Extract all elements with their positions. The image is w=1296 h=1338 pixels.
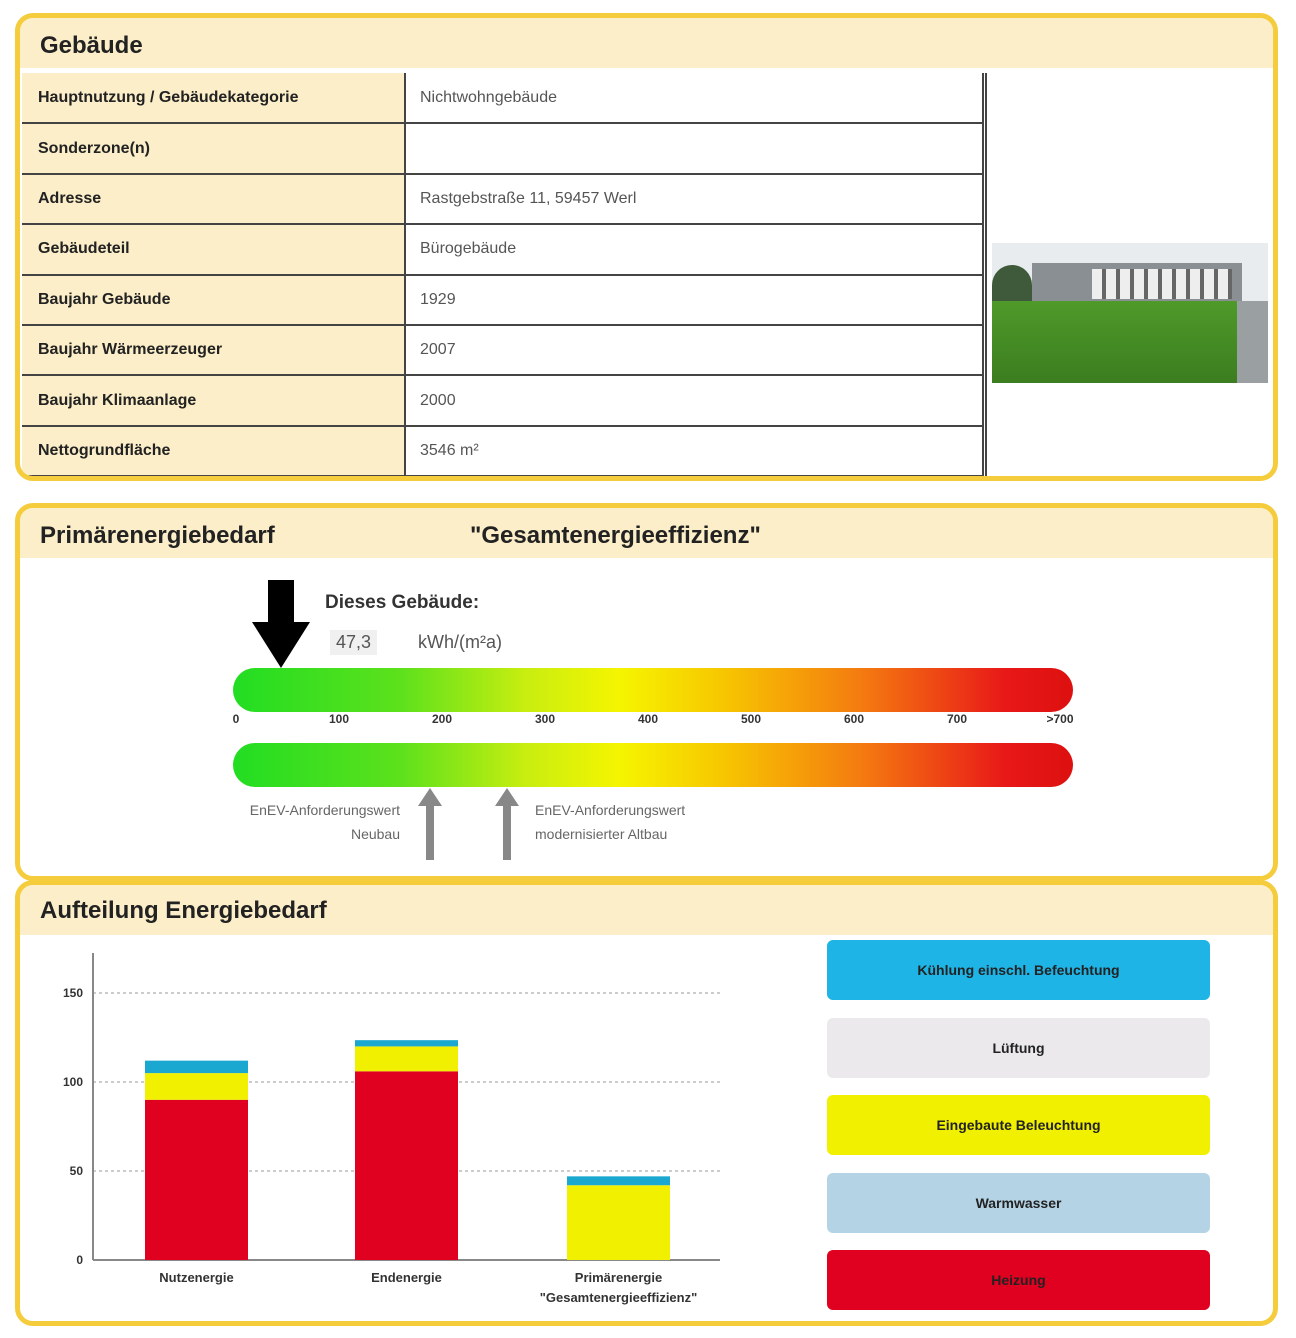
legend-item: Warmwasser [827,1172,1210,1233]
x-tick-label: "Gesamtenergieeffizienz" [540,1290,698,1305]
scale-bar-top [233,668,1073,712]
row-value: 2007 [405,324,984,377]
legend-item: Lüftung [827,1017,1210,1078]
energy-bar-chart: 050100150NutzenergieNutzenergieEndenergi… [63,953,720,1305]
x-tick-label: Nutzenergie [159,1270,233,1285]
legend-item: Heizung [827,1250,1210,1310]
y-tick-label: 150 [63,986,83,1000]
aufteilung-panel: Aufteilung Energiebedarf 0 50 100 150 Nutzen… [15,880,1278,1326]
neubau-note-line1: EnEV-Anforderungswert [249,802,400,818]
gebaeude-panel: Gebäude Hauptnutzung / Gebäudekategorie N… [15,13,1278,481]
row-label: Baujahr Wärmeerzeuger [22,324,406,377]
bar-segment-kühlung-einschl-befeuchtung [145,1060,248,1074]
gesamtenergieeffizienz-title: "Gesamtenergieeffizienz" [470,522,761,549]
bar-segment-eingebaute-beleuchtung [355,1046,458,1072]
row-label: Sonderzone(n) [22,123,406,175]
primaerenergie-panel: Primärenergiebedarf "Gesamtenergieeffizi… [15,503,1278,881]
scale-tick: 500 [740,712,762,726]
photo-column-border [985,73,987,476]
scale-tick: 200 [431,712,453,726]
scale-bar-bottom [233,743,1073,787]
row-label: Baujahr Gebäude [22,274,406,326]
aufteilung-title: Aufteilung Energiebedarf [20,885,1273,935]
y-tick-label: 0 [76,1253,83,1267]
primaerenergie-title: Primärenergiebedarf [40,522,275,549]
y-tick-label: 50 [70,1164,84,1178]
legend-label: Kühlung einschl. Befeuchtung [917,962,1120,978]
gebaeude-table: Hauptnutzung / Gebäudekategorie Nichtwohn… [22,73,984,476]
row-value: Bürogebäude [405,224,984,276]
table-row: Nettogrundfläche 3546 m² [22,425,984,476]
this-building-value: 47,3 [330,630,378,655]
bar-segment-eingebaute-beleuchtung [145,1073,248,1100]
altbau-note-line1: EnEV-Anforderungswert [535,802,686,818]
legend-label: Lüftung [992,1039,1045,1056]
row-value: 1929 [405,274,984,326]
altbau-note-line2: modernisierter Altbau [535,826,668,842]
neubau-arrow-icon [418,788,442,860]
this-building-arrow-icon [252,580,310,668]
row-label: Hauptnutzung / Gebäudekategorie [22,73,406,125]
row-label: Nettogrundfläche [22,425,406,476]
bar-segment-heizung [355,1071,458,1260]
row-value [405,123,984,175]
row-label: Baujahr Klimaanlage [22,375,406,427]
gebaeude-title: Gebäude [20,18,1273,68]
table-row: Adresse Rastgebstraße 11, 59457 Werl [22,173,984,226]
table-row: Hauptnutzung / Gebäudekategorie Nichtwohn… [22,73,984,125]
bar-segment-kühlung-einschl-befeuchtung [567,1176,670,1186]
row-value: 3546 m² [405,425,984,476]
table-row: Gebäudeteil Bürogebäude [22,224,984,276]
x-tick-label: Primärenergie [575,1270,662,1285]
this-building-unit: kWh/(m²a) [418,632,502,652]
building-photo [992,243,1268,383]
altbau-note: EnEV-Anforderungswert modernisierter Alt… [535,798,775,846]
legend-label: Eingebaute Beleuchtung [936,1117,1101,1133]
scale-tick: 0 [232,712,240,726]
table-row: Sonderzone(n) [22,123,984,175]
bar-segment-eingebaute-beleuchtung [567,1185,670,1260]
this-building-label: Dieses Gebäude: [325,592,480,613]
row-label: Adresse [22,173,406,226]
legend-label: Warmwasser [975,1194,1062,1211]
neubau-note: EnEV-Anforderungswert Neubau [210,798,400,846]
row-value: Rastgebstraße 11, 59457 Werl [405,173,984,226]
neubau-note-line2: Neubau [350,826,400,842]
bar-segment-heizung [145,1099,248,1260]
altbau-arrow-icon [495,788,519,860]
legend-item: Eingebaute Beleuchtung [827,1095,1210,1155]
row-value: 2000 [405,375,984,427]
scale-tick: 400 [637,712,659,726]
scale-tick: 300 [534,712,556,726]
legend-label: Heizung [991,1272,1046,1288]
table-row: Baujahr Klimaanlage 2000 [22,375,984,427]
table-row: Baujahr Gebäude 1929 [22,274,984,326]
row-value: Nichtwohngebäude [405,73,984,125]
bar-segment-kühlung-einschl-befeuchtung [355,1040,458,1047]
y-tick-label: 100 [63,1075,83,1089]
scale-tick: 700 [946,712,968,726]
scale-tick: 100 [328,712,350,726]
row-label: Gebäudeteil [22,224,406,276]
scale-tick: 600 [843,712,865,726]
primaerenergie-header: Primärenergiebedarf "Gesamtenergieeffizi… [20,508,1273,558]
legend-item: Kühlung einschl. Befeuchtung [827,940,1210,1000]
table-row: Baujahr Wärmeerzeuger 2007 [22,324,984,377]
scale-tick: >700 [1046,712,1074,726]
x-tick-label: Endenergie [371,1270,442,1285]
